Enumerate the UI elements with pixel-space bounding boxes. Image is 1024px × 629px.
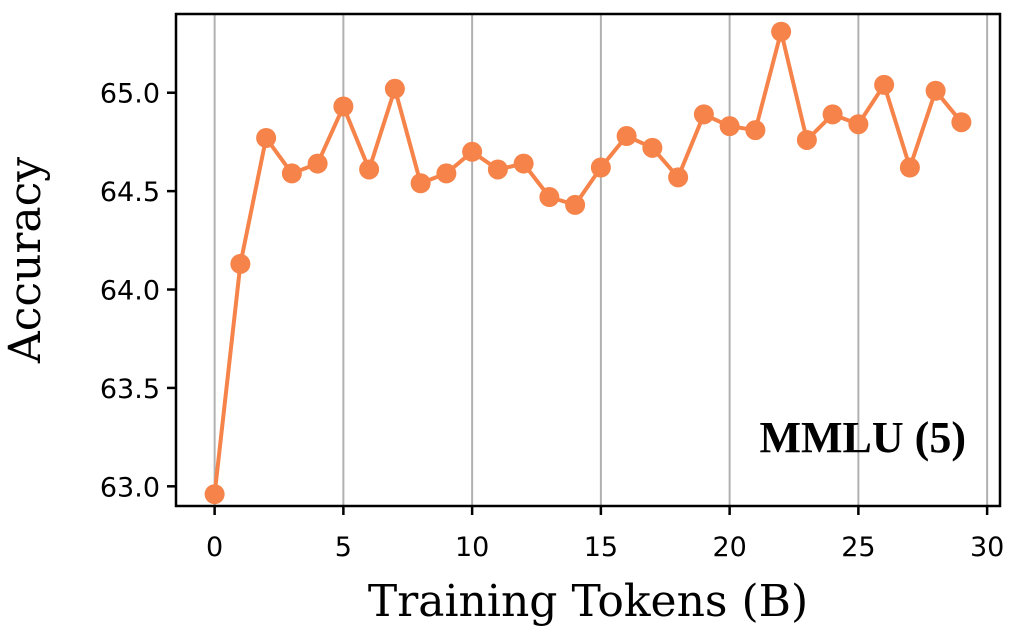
- y-tick-label: 63.5: [100, 374, 160, 405]
- data-point: [925, 80, 946, 101]
- data-point: [822, 104, 843, 125]
- data-point: [616, 126, 637, 147]
- data-point: [565, 194, 586, 215]
- y-axis-title: Accuracy: [0, 157, 51, 364]
- data-point: [590, 157, 611, 178]
- data-point: [796, 129, 817, 150]
- data-point: [874, 74, 895, 95]
- y-tick-label: 64.5: [100, 177, 160, 208]
- x-tick-label: 15: [584, 532, 618, 563]
- data-point: [539, 187, 560, 208]
- series-layer: [204, 21, 972, 505]
- data-point: [462, 141, 483, 162]
- x-tick-label: 10: [455, 532, 489, 563]
- y-tick-label: 65.0: [100, 79, 160, 110]
- data-point: [384, 78, 405, 99]
- data-point: [230, 253, 251, 274]
- data-point: [848, 114, 869, 135]
- x-tick-label: 0: [206, 532, 223, 563]
- grid: [213, 14, 989, 506]
- data-point: [513, 153, 534, 174]
- data-point: [256, 127, 277, 148]
- chart-annotation: MMLU (5): [760, 413, 967, 462]
- data-point: [745, 120, 766, 141]
- data-point: [333, 96, 354, 117]
- data-point: [642, 137, 663, 158]
- data-point: [668, 167, 689, 188]
- data-point: [359, 159, 380, 180]
- data-point: [693, 104, 714, 125]
- y-tick-label: 64.0: [100, 276, 160, 307]
- data-point: [771, 21, 792, 42]
- x-tick-label: 20: [712, 532, 746, 563]
- x-tick-label: 5: [335, 532, 352, 563]
- x-tick-label: 30: [970, 532, 1004, 563]
- plot-frame: [174, 12, 1002, 508]
- data-point: [487, 159, 508, 180]
- x-tick-label: 25: [841, 532, 875, 563]
- data-point: [410, 173, 431, 194]
- data-point: [204, 484, 225, 505]
- axis-ticks: 0 5 10 15 20 25 30 63.0 63.5 64.0 64.5 65.0: [100, 79, 1004, 563]
- data-point: [436, 163, 457, 184]
- x-axis-title: Training Tokens (B): [368, 576, 808, 627]
- data-point: [719, 116, 740, 137]
- data-point: [307, 153, 328, 174]
- data-point: [899, 157, 920, 178]
- y-tick-label: 63.0: [100, 472, 160, 503]
- data-point: [951, 112, 972, 133]
- data-point: [281, 163, 302, 184]
